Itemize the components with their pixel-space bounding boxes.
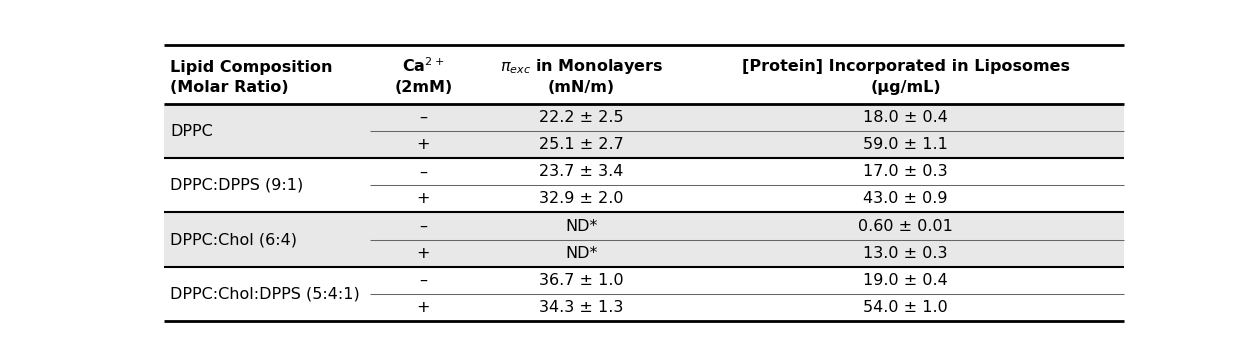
- Text: –: –: [419, 273, 428, 288]
- Text: 18.0 ± 0.4: 18.0 ± 0.4: [863, 110, 948, 125]
- Bar: [164, 45, 1123, 104]
- Text: +: +: [417, 191, 430, 206]
- Bar: [164, 158, 1123, 212]
- Text: +: +: [417, 300, 430, 315]
- Text: Ca$^{2+}$: Ca$^{2+}$: [403, 57, 444, 76]
- Text: +: +: [417, 137, 430, 152]
- Text: DPPC: DPPC: [170, 124, 213, 139]
- Text: 25.1 ± 2.7: 25.1 ± 2.7: [539, 137, 624, 152]
- Text: (mN/m): (mN/m): [548, 80, 615, 94]
- Text: ND*: ND*: [565, 219, 598, 233]
- Text: +: +: [417, 245, 430, 261]
- Text: 36.7 ± 1.0: 36.7 ± 1.0: [539, 273, 624, 288]
- Text: (Molar Ratio): (Molar Ratio): [170, 80, 289, 95]
- Bar: [164, 267, 1123, 321]
- Text: 23.7 ± 3.4: 23.7 ± 3.4: [539, 164, 624, 179]
- Text: 59.0 ± 1.1: 59.0 ± 1.1: [863, 137, 948, 152]
- Text: DPPC:Chol:DPPS (5:4:1): DPPC:Chol:DPPS (5:4:1): [170, 286, 360, 301]
- Text: –: –: [419, 219, 428, 233]
- Text: DPPC:DPPS (9:1): DPPC:DPPS (9:1): [170, 178, 303, 193]
- Text: 0.60 ± 0.01: 0.60 ± 0.01: [858, 219, 953, 233]
- Text: –: –: [419, 164, 428, 179]
- Text: –: –: [419, 110, 428, 125]
- Text: 22.2 ± 2.5: 22.2 ± 2.5: [539, 110, 624, 125]
- Text: Lipid Composition: Lipid Composition: [170, 60, 333, 75]
- Text: 34.3 ± 1.3: 34.3 ± 1.3: [539, 300, 624, 315]
- Bar: [164, 104, 1123, 158]
- Text: 32.9 ± 2.0: 32.9 ± 2.0: [539, 191, 624, 206]
- Text: ND*: ND*: [565, 245, 598, 261]
- Text: 54.0 ± 1.0: 54.0 ± 1.0: [863, 300, 948, 315]
- Text: (2mM): (2mM): [394, 80, 453, 94]
- Text: [Protein] Incorporated in Liposomes: [Protein] Incorporated in Liposomes: [742, 59, 1070, 73]
- Bar: [164, 212, 1123, 267]
- Text: 13.0 ± 0.3: 13.0 ± 0.3: [863, 245, 948, 261]
- Text: 19.0 ± 0.4: 19.0 ± 0.4: [863, 273, 948, 288]
- Text: 43.0 ± 0.9: 43.0 ± 0.9: [863, 191, 948, 206]
- Text: DPPC:Chol (6:4): DPPC:Chol (6:4): [170, 232, 296, 247]
- Text: $\pi_{exc}$ in Monolayers: $\pi_{exc}$ in Monolayers: [500, 56, 663, 76]
- Text: (µg/mL): (µg/mL): [871, 80, 941, 94]
- Text: 17.0 ± 0.3: 17.0 ± 0.3: [863, 164, 948, 179]
